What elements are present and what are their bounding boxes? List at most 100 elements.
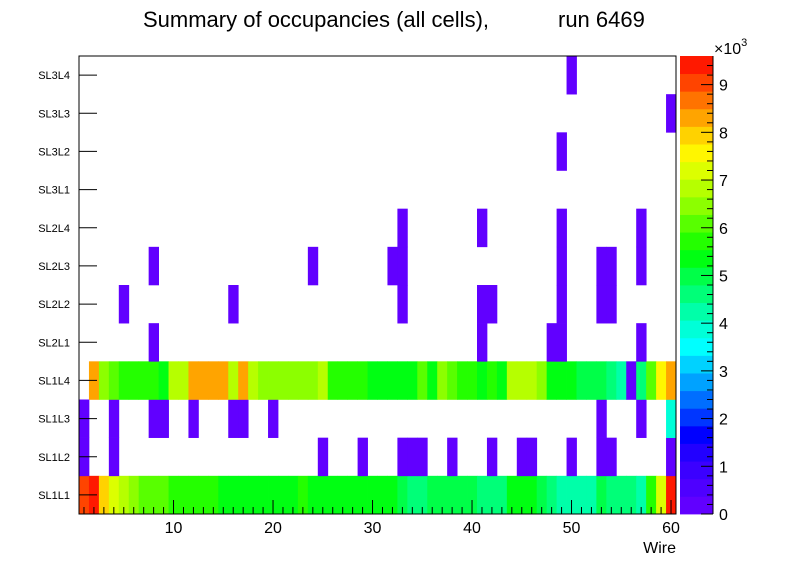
heatmap-cell (218, 475, 229, 515)
heatmap-cell (437, 361, 448, 400)
y-tick-label: SL2L1 (38, 337, 70, 349)
color-scale-segment (680, 320, 713, 339)
heatmap-cell (606, 437, 617, 477)
heatmap-cell (457, 475, 468, 515)
heatmap-cell (297, 361, 309, 400)
heatmap-cell (616, 361, 627, 400)
color-scale-tick-label: 5 (719, 268, 728, 285)
heatmap-cell (616, 475, 627, 515)
heatmap-cell (258, 475, 269, 515)
heatmap-cell (327, 361, 339, 400)
color-scale-tick-label: 0 (719, 507, 728, 524)
heatmap-cell (486, 475, 498, 515)
heatmap-cell (248, 475, 259, 515)
color-scale-tick-label: 8 (719, 125, 728, 142)
x-tick-label: 30 (364, 520, 382, 537)
heatmap-cell (477, 361, 488, 400)
y-tick-label: SL3L3 (38, 108, 70, 120)
heatmap-cell (108, 475, 120, 515)
color-scale-tick-label: 7 (719, 173, 728, 190)
heatmap-cell (138, 475, 150, 515)
y-tick-label: SL1L1 (38, 490, 70, 502)
color-scale-segment (680, 390, 713, 409)
heatmap-cell (268, 361, 279, 400)
heatmap-cell (377, 361, 388, 400)
heatmap-cell (526, 361, 538, 400)
y-tick-label: SL3L2 (38, 146, 70, 158)
heatmap-cell (297, 475, 309, 515)
heatmap-cell (646, 361, 657, 400)
heatmap-cell (287, 475, 299, 515)
color-scale-segment (680, 478, 713, 497)
heatmap-cell (357, 361, 368, 400)
heatmap-cell (158, 475, 169, 515)
heatmap-cell (188, 475, 199, 515)
heatmap-cell (526, 475, 538, 515)
heatmap-cell (397, 208, 408, 248)
heatmap-cell (108, 399, 120, 438)
color-scale-segment (680, 126, 713, 145)
color-scale-segment (680, 285, 713, 304)
heatmap-cell (576, 475, 587, 515)
heatmap-cell (546, 475, 557, 515)
heatmap-cell (646, 475, 657, 515)
heatmap-cell (377, 475, 388, 515)
color-scale-segment (680, 214, 713, 233)
heatmap-cell (367, 361, 378, 400)
color-scale-segment (680, 196, 713, 215)
heatmap-cell (596, 246, 607, 286)
y-axis: SL1L1 SL1L2 SL1L3 SL1L4 SL2L1 SL2L2 SL2L3 SL2L4… (38, 70, 97, 502)
heatmap-cell (347, 475, 358, 515)
heatmap-cell (496, 361, 508, 400)
heatmap-cell (148, 323, 159, 362)
heatmap-cell (98, 361, 110, 400)
heatmap-cell (516, 361, 528, 400)
y-tick-label: SL2L2 (38, 299, 70, 311)
x-tick-label: 60 (662, 520, 680, 537)
heatmap-cell (407, 475, 418, 515)
heatmap-cell (397, 475, 408, 515)
heatmap-cell (606, 361, 617, 400)
y-tick-label: SL2L3 (38, 261, 70, 273)
heatmap-cell (148, 361, 159, 400)
heatmap-cell (556, 323, 567, 362)
heatmap-cell (397, 437, 408, 477)
x-axis-title: Wire (643, 540, 676, 557)
heatmap-cell (636, 361, 647, 400)
heatmap-cell (168, 475, 179, 515)
color-scale-exponent: ×103 (714, 37, 747, 58)
heatmap-cell (626, 475, 637, 515)
color-scale-segment (680, 249, 713, 268)
heatmap-cell (148, 246, 159, 286)
heatmap-cell (337, 361, 349, 400)
color-scale-axis: 0 1 2 3 4 5 6 7 8 9 (701, 56, 728, 524)
heatmap-cell (536, 361, 548, 400)
heatmap-cell (566, 475, 577, 515)
heatmap-cell (188, 361, 199, 400)
heatmap-cell (516, 475, 528, 515)
heatmap-cell (486, 437, 498, 477)
heatmap-cell (307, 246, 319, 286)
heatmap-cell (238, 361, 249, 400)
y-tick-label: SL1L2 (38, 452, 70, 464)
heatmap-cell (656, 361, 667, 400)
color-scale-segment (680, 408, 713, 427)
chart-title: Summary of occupancies (all cells), (143, 7, 489, 32)
color-scale-tick-label: 1 (719, 459, 728, 476)
heatmap-cell (118, 475, 130, 515)
color-scale-segment (680, 373, 713, 392)
heatmap-cell (666, 94, 677, 133)
heatmap-cell (198, 475, 209, 515)
heatmap-cell (447, 361, 458, 400)
heatmap-cell (178, 361, 189, 400)
color-scale-tick-label: 2 (719, 412, 728, 429)
heatmap-cell (556, 475, 567, 515)
chart-run-label: run 6469 (558, 7, 645, 32)
heatmap-cell (526, 437, 538, 477)
color-scale-segment (680, 461, 713, 480)
heatmap-cell (228, 285, 239, 324)
heatmap-cell (626, 361, 637, 400)
x-tick-label: 10 (165, 520, 183, 537)
heatmap-cell (208, 475, 219, 515)
heatmap-cell (477, 475, 488, 515)
